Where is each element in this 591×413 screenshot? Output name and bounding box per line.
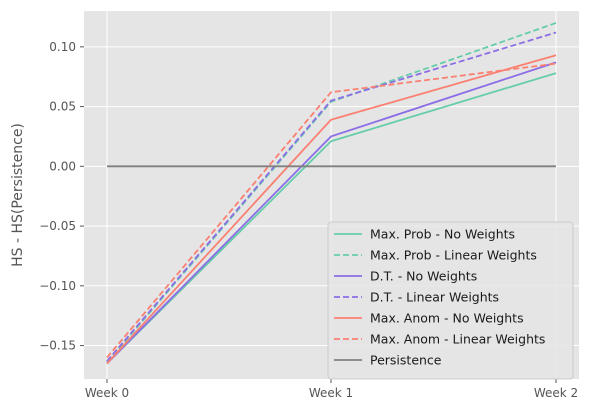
x-tick-label: Week 2 bbox=[534, 386, 578, 400]
x-tick-label: Week 0 bbox=[85, 386, 129, 400]
series-layer bbox=[106, 22, 557, 365]
legend-box bbox=[327, 221, 574, 380]
series-line-d-t-no-weights bbox=[106, 61, 557, 365]
series-line-d-t-linear-weights bbox=[106, 31, 557, 362]
legend-label: D.T. - Linear Weights bbox=[370, 290, 499, 305]
legend-label: Max. Prob - Linear Weights bbox=[370, 248, 537, 263]
y-tick-label: −0.05 bbox=[39, 219, 76, 233]
y-tick-labels: −0.15 −0.10 −0.05 0.00 0.05 0.10 bbox=[39, 40, 84, 353]
y-tick-label: −0.10 bbox=[39, 279, 76, 293]
legend-label: Persistence bbox=[370, 353, 442, 368]
series-line-max-prob-no-weights bbox=[106, 72, 557, 365]
legend: Max. Prob - No Weights Max. Prob - Linear… bbox=[327, 221, 574, 380]
y-tick-label: 0.05 bbox=[49, 100, 76, 114]
legend-label: Max. Prob - No Weights bbox=[370, 227, 515, 242]
y-tick-label: 0.00 bbox=[49, 159, 76, 173]
legend-label: Max. Anom - Linear Weights bbox=[370, 332, 545, 347]
legend-label: Max. Anom - No Weights bbox=[370, 311, 524, 326]
y-axis-title: HS - HS(Persistence) bbox=[10, 123, 26, 267]
series-line-max-anom-no-weights bbox=[106, 54, 557, 365]
legend-label: D.T. - No Weights bbox=[370, 269, 477, 284]
y-tick-label: −0.15 bbox=[39, 339, 76, 353]
x-tick-labels: Week 0 Week 1 Week 2 bbox=[85, 379, 578, 400]
series-line-max-anom-linear-weights bbox=[106, 62, 557, 359]
x-tick-label: Week 1 bbox=[309, 386, 353, 400]
y-tick-label: 0.10 bbox=[49, 40, 76, 54]
